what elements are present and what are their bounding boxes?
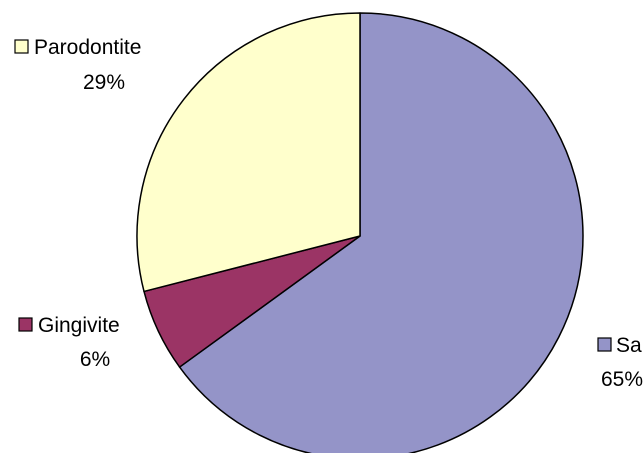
legend-label-parodontite: Parodontite 29% (14, 36, 141, 94)
pie-slices (136, 12, 584, 453)
pie-slice-parodontite (136, 12, 361, 293)
slice-label-sain: Sain (616, 334, 643, 357)
legend-swatch-parodontite (14, 39, 29, 54)
pie-slice-sain (178, 12, 584, 453)
legend-swatch-sain (597, 337, 612, 352)
slice-label-gingivite: Gingivite (38, 314, 120, 337)
slice-value-parodontite: 29% (83, 71, 125, 94)
slice-label-parodontite: Parodontite (34, 36, 141, 59)
slice-value-gingivite: 6% (80, 348, 110, 371)
legend-label-gingivite: Gingivite 6% (18, 314, 120, 371)
legend-label-sain: Sain 65% (597, 334, 643, 391)
slice-value-sain: 65% (601, 368, 643, 391)
legend-swatch-gingivite (18, 317, 33, 332)
